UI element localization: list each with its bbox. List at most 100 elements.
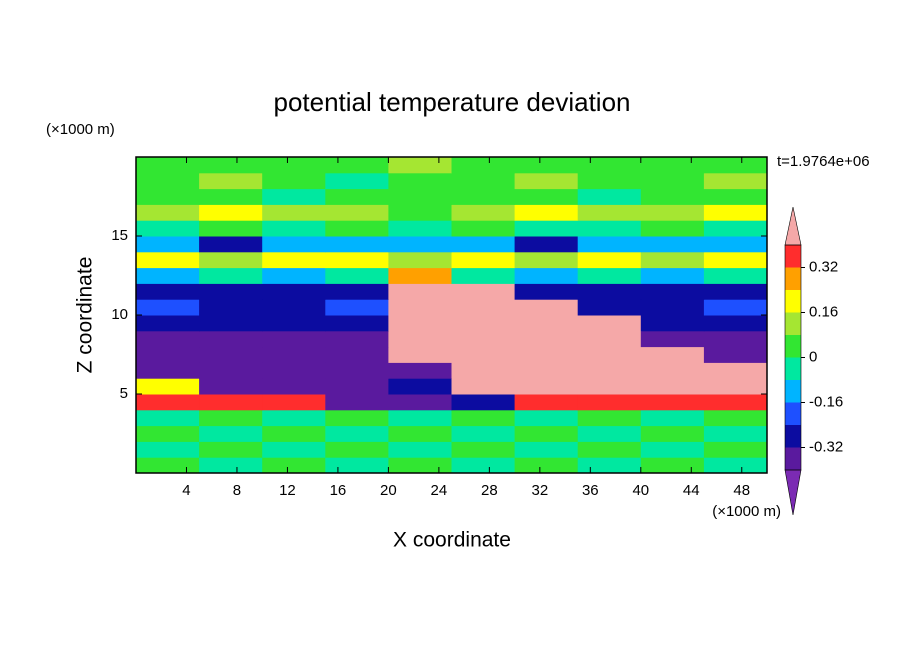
field-cell: [325, 172, 389, 190]
field-cell: [325, 425, 389, 442]
field-cell: [388, 236, 452, 253]
field-cell: [577, 283, 642, 300]
field-cell: [514, 425, 579, 442]
field-cell: [451, 425, 516, 442]
colorbar-band: [785, 425, 801, 448]
field-cell: [451, 236, 516, 253]
colorbar-tick-label: -0.16: [809, 393, 843, 410]
field-cell: [703, 157, 768, 174]
axes: 4 8 12 16 20 24 28 32 36 40 44 4851015-0.32-0.1600.…: [111, 156, 843, 516]
field-cell: [136, 220, 200, 237]
field-cell: [325, 188, 389, 205]
field-cell: [388, 204, 452, 221]
x-tick-label: 40: [632, 482, 649, 499]
colorbar-band: [785, 402, 801, 425]
field-cell: [136, 267, 200, 284]
field-cell: [703, 236, 768, 253]
field-cell: [451, 457, 516, 474]
field-cell: [136, 283, 200, 300]
field-cell: [514, 204, 579, 221]
field-cell: [388, 188, 452, 205]
field-cell: [136, 172, 200, 190]
field-cell: [451, 409, 516, 427]
field-cell: [703, 315, 768, 332]
colorbar-tick-label: -0.32: [809, 438, 843, 455]
field-cell: [325, 457, 389, 474]
field-cell: [262, 457, 326, 474]
field-cell: [514, 315, 579, 332]
field-cell: [199, 346, 263, 363]
chart-title: potential temperature deviation: [273, 87, 630, 117]
field-cell: [136, 346, 200, 363]
field-cell: [262, 251, 326, 269]
field-cell: [388, 378, 452, 395]
y-axis-label: Z coordinate: [74, 257, 97, 374]
field-cell: [514, 394, 579, 411]
field-cell: [514, 283, 579, 300]
y-tick-label: 10: [111, 306, 128, 323]
field-cell: [451, 188, 516, 205]
field-cell: [262, 346, 326, 363]
field-cell: [262, 394, 326, 411]
field-cell: [703, 409, 768, 427]
field-cell: [577, 457, 642, 474]
field-cell: [640, 362, 705, 379]
field-cell: [199, 425, 263, 442]
field-cell: [703, 425, 768, 442]
x-tick-label: 44: [683, 482, 700, 499]
field-cell: [325, 441, 389, 458]
field-cell: [577, 204, 642, 221]
field-cell: [136, 299, 200, 316]
field-cell: [514, 188, 579, 205]
field-cell: [199, 236, 263, 253]
field-cell: [451, 346, 516, 363]
field-cell: [514, 299, 579, 316]
field-cell: [514, 220, 579, 237]
field-cell: [451, 220, 516, 237]
field-cell: [325, 299, 389, 316]
field-cell: [325, 236, 389, 253]
field-cell: [136, 157, 200, 174]
field-cell: [262, 220, 326, 237]
field-cell: [577, 267, 642, 284]
field-cell: [325, 204, 389, 221]
field-cell: [451, 251, 516, 269]
x-tick-label: 36: [582, 482, 599, 499]
field-cell: [703, 299, 768, 316]
x-tick-label: 32: [531, 482, 548, 499]
field-cell: [514, 409, 579, 427]
field-cell: [199, 204, 263, 221]
field-cell: [451, 283, 516, 300]
field-cell: [577, 157, 642, 174]
field-cell: [262, 172, 326, 190]
field-cell: [388, 299, 452, 316]
field-cell: [136, 394, 200, 411]
field-cell: [451, 378, 516, 395]
field-cell: [325, 346, 389, 363]
field-cell: [640, 441, 705, 458]
field-cell: [640, 188, 705, 205]
field-cell: [514, 236, 579, 253]
field-cell: [199, 220, 263, 237]
field-cell: [388, 220, 452, 237]
field-cell: [199, 251, 263, 269]
field-cell: [577, 299, 642, 316]
field-cell: [388, 409, 452, 427]
colorbar-band: [785, 267, 801, 290]
field-cell: [136, 457, 200, 474]
field-cell: [514, 441, 579, 458]
colorbar-band: [785, 380, 801, 403]
field-cell: [451, 204, 516, 221]
field-cell: [703, 394, 768, 411]
field-cell: [388, 283, 452, 300]
colorbar-tick-label: 0.32: [809, 258, 838, 275]
field-cell: [262, 267, 326, 284]
field-cell: [703, 188, 768, 205]
field-cell: [703, 441, 768, 458]
field-cell: [640, 299, 705, 316]
field-cell: [325, 220, 389, 237]
field-cell: [136, 378, 200, 395]
field-cell: [199, 378, 263, 395]
field-cell: [199, 409, 263, 427]
field-cell: [388, 315, 452, 332]
